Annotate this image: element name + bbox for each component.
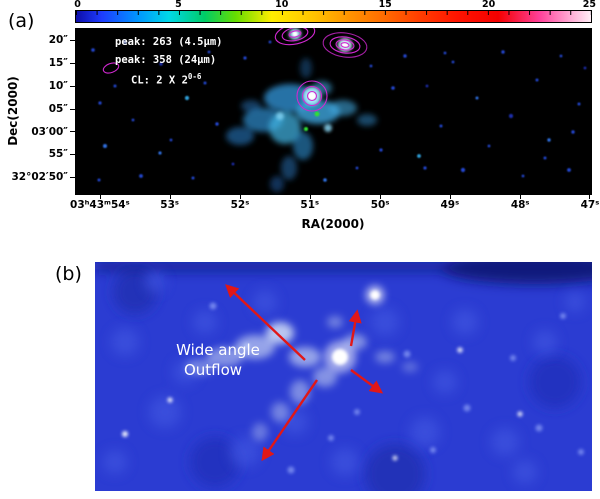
- colorbar-tick-label: 0: [74, 0, 81, 10]
- tick-mark: [450, 195, 451, 199]
- tick-mark: [70, 177, 75, 178]
- tick-mark: [70, 86, 75, 87]
- x-tick-label: 48ˢ: [510, 199, 530, 211]
- tick-mark: [240, 195, 241, 199]
- tick-mark: [589, 195, 590, 199]
- colorbar-tick-label: 10: [275, 0, 289, 10]
- y-axis-title: Dec(2000): [6, 76, 20, 146]
- panel-b-label: (b): [55, 263, 82, 285]
- y-tick-label: 32°02′50″: [11, 171, 68, 184]
- tick-mark: [70, 131, 75, 132]
- tick-mark: [100, 195, 101, 199]
- annotation-cl-exponent: 0-6: [187, 72, 202, 81]
- panel-a-image: peak: 263 (4.5μm) peak: 358 (24μm) CL: 2…: [75, 28, 592, 195]
- tick-mark: [70, 63, 75, 64]
- x-tick-label: 51ˢ: [300, 199, 320, 211]
- mottle-dark: [95, 262, 592, 491]
- colorbar-tick-label: 25: [582, 0, 597, 10]
- contour-lines: [102, 28, 368, 112]
- colorbar-scale: 0 5 10 15 20 25: [74, 0, 596, 10]
- nebula: [226, 58, 377, 192]
- colorbar-minor-ticks: [76, 11, 591, 15]
- x-tick-label: 49ˢ: [440, 199, 460, 211]
- panel-b-image: Wide angle Outflow: [95, 262, 592, 491]
- panel-a-sky-image: [91, 28, 587, 192]
- tick-mark: [70, 40, 75, 41]
- green-knots: [304, 111, 320, 131]
- colorbar-tick-label: 15: [378, 0, 392, 10]
- tick-mark: [70, 109, 75, 110]
- y-axis-tick-labels: 20″ 15″ 10″ 05″ 03′00″ 55″ 32°02′50″: [0, 28, 71, 195]
- outflow-arrows: [225, 284, 384, 462]
- outflow-arrow-se: [350, 369, 384, 394]
- tick-mark: [310, 195, 311, 199]
- panel-a-label: (a): [8, 10, 35, 32]
- colorbar: [75, 10, 592, 23]
- y-tick-label: 10″: [48, 79, 68, 92]
- tick-mark: [380, 195, 381, 199]
- outflow-label-line1: Wide angle: [176, 341, 260, 359]
- outflow-label-line2: Outflow: [184, 361, 242, 379]
- star-field: [91, 40, 587, 182]
- tick-mark: [170, 195, 171, 199]
- annotation-peak-24um: peak: 358 (24μm): [115, 54, 217, 66]
- tick-mark: [70, 154, 75, 155]
- y-tick-label: 55″: [48, 148, 68, 161]
- outflow-arrow-nw: [225, 284, 306, 361]
- y-tick-label: 15″: [48, 56, 68, 69]
- nebula-b: [186, 316, 418, 441]
- annotation-contour-level: CL: 2 X 20-6: [131, 72, 201, 87]
- x-tick-label: 50ˢ: [370, 199, 390, 211]
- annotation-cl-prefix: CL: 2 X 2: [131, 74, 188, 87]
- y-tick-label: 05″: [48, 102, 68, 115]
- y-tick-label: 03′00″: [31, 125, 68, 138]
- outflow-arrow-sw: [261, 379, 318, 462]
- bright-stars: [122, 286, 523, 461]
- outflow-arrow-n: [348, 309, 362, 347]
- annotation-peak-4p5um: peak: 263 (4.5μm): [115, 36, 223, 48]
- y-tick-label: 20″: [48, 34, 68, 47]
- x-axis-tick-labels: 03ʰ43ᵐ54ˢ 53ˢ 52ˢ 51ˢ 50ˢ 49ˢ 48ˢ 47ˢ: [70, 199, 599, 213]
- tick-mark: [520, 195, 521, 199]
- x-tick-label: 53ˢ: [160, 199, 179, 211]
- colorbar-tick-label: 20: [481, 0, 496, 10]
- colorbar-tick-label: 5: [175, 0, 182, 10]
- x-tick-label: 03ʰ43ᵐ54ˢ: [70, 199, 130, 211]
- x-axis-title: RA(2000): [301, 217, 365, 231]
- panel-b-zoom-image: Wide angle Outflow: [95, 262, 592, 491]
- x-tick-label: 47ˢ: [580, 199, 600, 211]
- x-tick-label: 52ˢ: [230, 199, 250, 211]
- mottle-light: [103, 272, 585, 484]
